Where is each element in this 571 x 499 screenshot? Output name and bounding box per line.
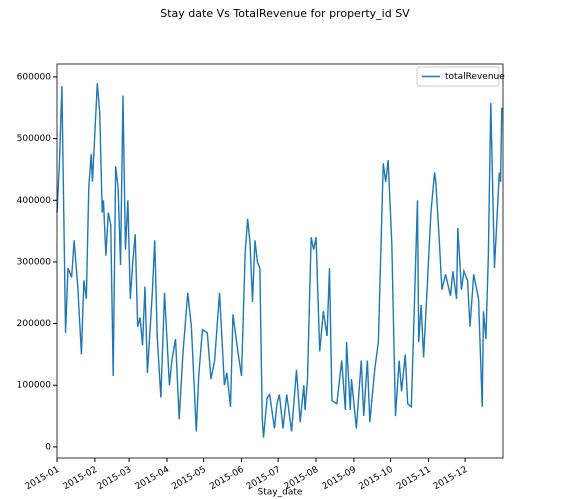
- y-tick-label: 300000: [17, 257, 52, 267]
- y-tick-label: 200000: [17, 319, 52, 329]
- plot-frame: [56, 63, 504, 459]
- x-tick-label: 2015-10: [357, 465, 395, 493]
- x-tick-label: 2015-02: [62, 465, 100, 492]
- x-tick-label: 2015-01: [24, 465, 62, 492]
- legend-label: totalRevenue: [445, 72, 505, 82]
- y-tick-label: 500000: [17, 134, 52, 144]
- y-tick-label: 0: [45, 442, 51, 452]
- x-tick-label: 2015-09: [321, 465, 359, 493]
- x-tick-label: 2015-12: [432, 465, 470, 492]
- y-tick-label: 400000: [17, 196, 52, 206]
- legend-box: [416, 66, 500, 87]
- x-axis-label: Stay_date: [258, 488, 303, 498]
- x-tick-label: 2015-06: [208, 465, 246, 493]
- x-tick-label: 2015-11: [395, 465, 433, 492]
- x-tick-label: 2015-03: [96, 465, 134, 492]
- line-series: [56, 83, 503, 438]
- y-tick-label: 600000: [17, 72, 52, 82]
- y-tick-label: 100000: [17, 381, 52, 391]
- x-tick-label: 2015-05: [170, 465, 208, 492]
- chart-title: Stay date Vs TotalRevenue for property_i…: [160, 7, 410, 20]
- x-tick-label: 2015-04: [134, 465, 172, 493]
